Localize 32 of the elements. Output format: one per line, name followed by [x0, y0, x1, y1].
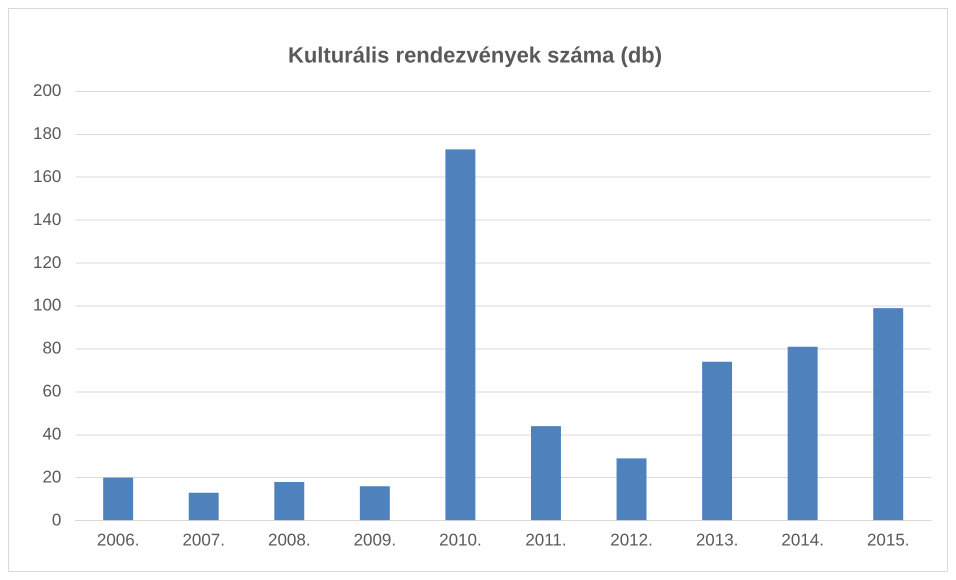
bar — [788, 346, 818, 520]
y-tick-label: 200 — [32, 81, 62, 100]
y-tick-label: 100 — [32, 296, 62, 315]
x-tick-label: 2015. — [866, 530, 910, 550]
x-tick-label: 2013. — [696, 530, 738, 550]
y-tick-label: 140 — [32, 210, 62, 229]
bar — [360, 486, 390, 520]
x-tick-label: 2007. — [182, 530, 225, 550]
x-tick-label: 2011. — [525, 530, 567, 550]
bar — [702, 362, 732, 520]
bar — [530, 426, 561, 520]
bar — [873, 308, 904, 520]
bar — [103, 478, 134, 520]
x-tick-label: 2014. — [781, 530, 824, 550]
y-tick-label: 160 — [32, 166, 62, 186]
x-tick-label: 2008. — [268, 530, 311, 550]
bar — [616, 458, 646, 520]
x-tick-label: 2012. — [610, 530, 653, 550]
y-tick-label: 40 — [42, 424, 62, 444]
x-tick-label: 2006. — [96, 530, 140, 550]
bar — [188, 492, 219, 520]
y-tick-label: 20 — [42, 467, 62, 486]
y-tick-label: 0 — [52, 510, 62, 530]
y-tick-label: 120 — [32, 252, 62, 272]
bar — [274, 482, 304, 520]
chart-title: Kulturális rendezvények száma (db) — [288, 42, 662, 68]
bar — [445, 149, 476, 520]
y-tick-label: 180 — [32, 124, 62, 144]
x-tick-label: 2010. — [439, 530, 482, 550]
x-tick-label: 2009. — [354, 530, 396, 550]
y-tick-label: 60 — [42, 382, 62, 401]
y-tick-label: 80 — [42, 338, 62, 358]
